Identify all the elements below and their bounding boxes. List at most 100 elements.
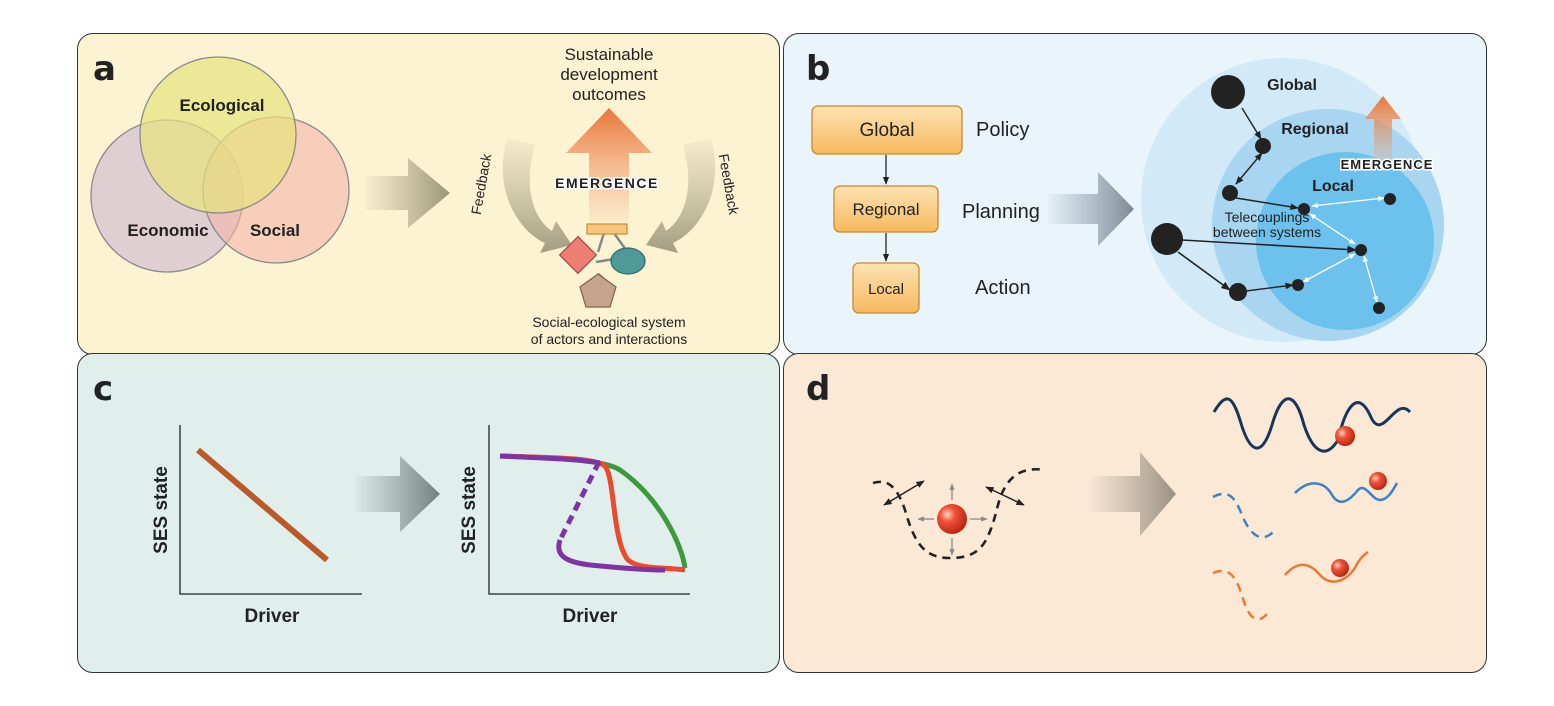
outcome-line-3: outcomes — [572, 85, 646, 104]
plot-nonlinear-axes — [488, 425, 690, 595]
shallow-well-solid — [1294, 482, 1399, 503]
hysteresis-lower-branch — [556, 539, 666, 573]
shallow-well-dashed — [1212, 492, 1276, 539]
network-node — [1373, 302, 1385, 314]
outcome-title: Sustainable development outcomes — [560, 45, 658, 104]
plot-nonlinear: SES state Driver — [459, 425, 690, 627]
emergence-label-a: EMERGENCE — [555, 175, 659, 191]
panel-label-d: d — [806, 369, 830, 409]
flat-well-solid — [1284, 551, 1369, 583]
role-policy: Policy — [976, 119, 1029, 141]
nested-scales — [1141, 58, 1444, 342]
network-link — [1181, 239, 1357, 254]
feedback-arrow-right — [646, 138, 716, 253]
emergence-label-b: EMERGENCE — [1341, 157, 1434, 172]
telecouplings-line-1: Telecouplings — [1225, 209, 1310, 225]
scale-label-regional: Regional — [1281, 121, 1349, 138]
box-regional-label: Regional — [852, 200, 919, 219]
venn-label-ecological: Ecological — [179, 96, 264, 115]
venn-ecological-circle — [139, 56, 297, 214]
actor-link — [596, 232, 606, 253]
plot-linear-ylabel: SES state — [151, 466, 172, 554]
linear-response-line — [196, 447, 329, 563]
venn-label-social: Social — [250, 221, 300, 240]
actor-pentagon — [579, 273, 617, 308]
gradual-response-line — [499, 453, 688, 569]
transition-arrow-d — [1090, 452, 1176, 536]
system-state-ball — [937, 504, 967, 534]
telecoupling-link — [1302, 253, 1356, 283]
network-link — [1177, 251, 1231, 291]
deep-well-curve — [1212, 397, 1412, 453]
plot-linear: SES state Driver — [151, 425, 362, 627]
actor-rectangle — [586, 223, 628, 235]
stability-landscape — [872, 467, 1046, 560]
network-link — [1235, 197, 1299, 211]
landscape-flat-wells — [1212, 551, 1369, 621]
system-caption-line-2: of actors and interactions — [531, 331, 687, 347]
box-global — [811, 105, 963, 155]
transition-arrow-b — [1048, 172, 1134, 246]
network-node — [1222, 185, 1238, 201]
telecoupling-network — [1151, 75, 1396, 314]
box-global-label: Global — [860, 120, 915, 141]
landscape-shift-arrow-right — [985, 486, 1025, 506]
telecouplings-line-2: between systems — [1213, 224, 1321, 240]
telecoupling-link — [1311, 196, 1385, 208]
plot-nonlinear-xlabel: Driver — [563, 606, 619, 627]
network-link — [1245, 282, 1294, 292]
governance-hierarchy: Global Regional Local Policy Planning Ac… — [811, 105, 1040, 314]
flat-well-dashed — [1212, 569, 1272, 621]
network-node — [1151, 223, 1183, 255]
emergence-arrow-a — [566, 108, 652, 222]
outcome-line-1: Sustainable — [565, 45, 654, 64]
actor-link — [612, 232, 628, 251]
state-ball-flat — [1331, 559, 1349, 577]
landscape-deep-wells — [1212, 397, 1412, 453]
telecoupling-link — [1363, 255, 1378, 303]
actor-diamond — [558, 235, 598, 275]
venn-diagram: Ecological Economic Social — [90, 56, 350, 273]
hysteresis-unstable-branch — [557, 460, 602, 542]
role-action: Action — [975, 277, 1031, 299]
scale-label-global: Global — [1267, 77, 1317, 94]
venn-label-economic: Economic — [127, 221, 208, 240]
plot-linear-xlabel: Driver — [245, 606, 301, 627]
actor-ellipse — [610, 247, 646, 275]
telecoupling-link — [1309, 213, 1356, 245]
network-node — [1229, 283, 1247, 301]
state-ball-deep — [1335, 426, 1355, 446]
plot-nonlinear-ylabel: SES state — [459, 466, 480, 554]
network-node — [1355, 244, 1367, 256]
role-planning: Planning — [962, 201, 1040, 223]
scale-label-local: Local — [1312, 178, 1354, 195]
network-link — [1235, 152, 1263, 185]
panel-label-c: c — [93, 369, 113, 409]
transition-arrow-a — [365, 158, 450, 228]
state-ball-shallow — [1369, 472, 1387, 490]
ses-actors — [558, 223, 646, 308]
network-node — [1211, 75, 1245, 109]
hysteresis-upper-branch — [499, 453, 601, 466]
panel-d — [783, 353, 1487, 673]
network-node — [1384, 193, 1396, 205]
box-regional — [833, 185, 939, 233]
outcome-line-2: development — [560, 65, 658, 84]
feedback-label-right: Feedback — [716, 152, 743, 216]
landscape-shift-arrow-left — [883, 480, 925, 506]
transition-arrow-c — [355, 456, 440, 532]
network-node — [1298, 203, 1310, 215]
feedback-label-left: Feedback — [468, 151, 495, 215]
network-node — [1255, 138, 1271, 154]
panel-label-a: a — [93, 49, 116, 89]
feedback-arrow-left — [502, 138, 572, 253]
network-node — [1292, 279, 1304, 291]
panel-label-b: b — [806, 49, 830, 89]
box-local — [852, 262, 920, 314]
emergence-arrow-b — [1365, 96, 1401, 168]
plot-linear-axes — [179, 425, 362, 595]
system-caption-line-1: Social-ecological system — [532, 314, 685, 330]
threshold-response-line — [499, 453, 686, 573]
network-link — [1241, 107, 1262, 140]
